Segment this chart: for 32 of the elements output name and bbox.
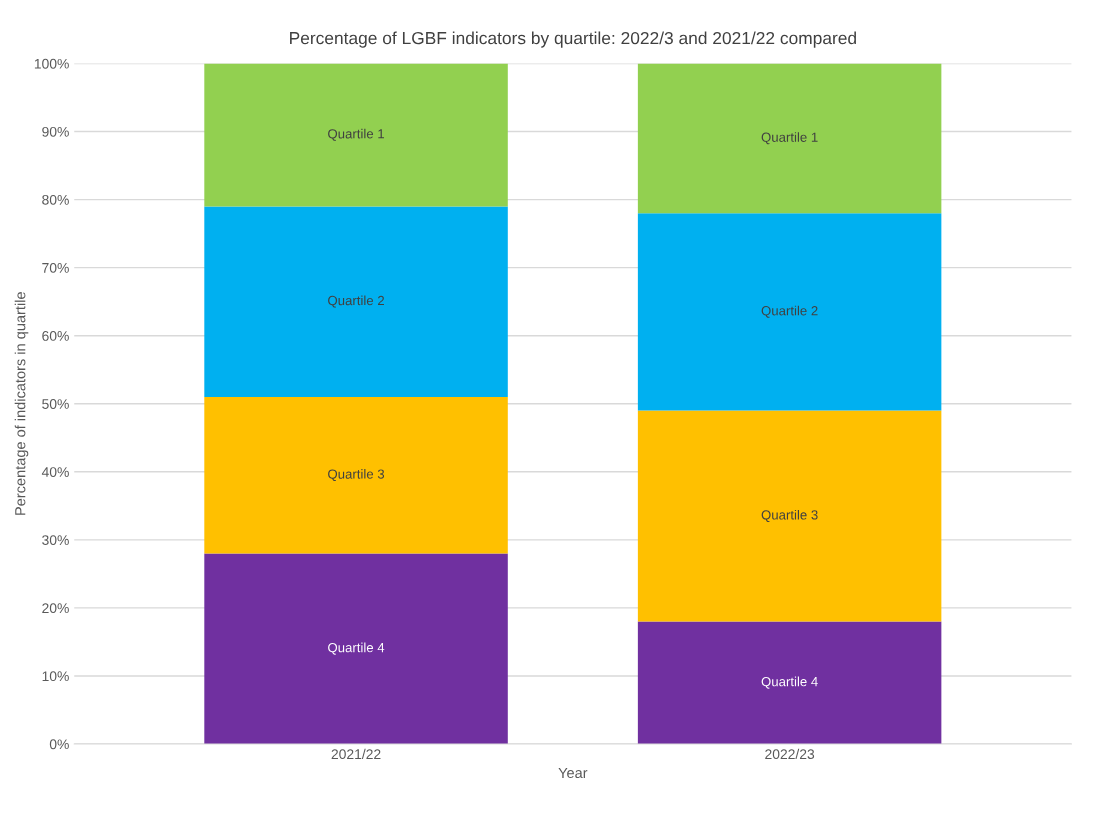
series-label: Quartile 3 (328, 469, 385, 482)
y-tick-label: 30% (42, 535, 69, 546)
bar (204, 63, 508, 207)
bar (204, 396, 508, 554)
y-tick-label: 80% (42, 194, 69, 205)
bar (637, 410, 942, 622)
y-tick-label: 90% (42, 126, 69, 137)
text: Quartile 4 (328, 642, 385, 655)
y-tick-label: 20% (42, 603, 69, 614)
text: Quartile 3 (761, 509, 818, 522)
bar (204, 206, 508, 397)
y-tick-label: 50% (42, 399, 69, 409)
y-tick-label: 0% (49, 739, 69, 750)
text: Quartile 1 (761, 132, 818, 145)
chart-title: Percentage of LGBF indicators by quartile: 2022/3 and 2021/22 compared (290, 31, 856, 48)
bar (204, 553, 508, 744)
bar (637, 213, 942, 411)
x-tick-label: 2021/22 (331, 748, 381, 760)
bar (637, 621, 942, 744)
series-label: Quartile 2 (328, 295, 384, 308)
text: Quartile 2 (761, 305, 818, 318)
bar (637, 63, 942, 214)
y-tick-label: 100% (34, 58, 69, 69)
y-tick-label: 40% (41, 467, 69, 477)
x-tick-label: 2022/23 (765, 748, 815, 760)
y-tick-label: 70% (42, 262, 69, 273)
x-axis-title: Year (558, 767, 588, 779)
y-axis-title: Percentage of indicators in quartile (14, 292, 29, 515)
series-label: Quartile 1 (328, 128, 385, 141)
y-tick-label: 10% (42, 671, 69, 682)
y-tick-label: 60% (42, 331, 69, 341)
series-label: Quartile 4 (761, 676, 818, 689)
